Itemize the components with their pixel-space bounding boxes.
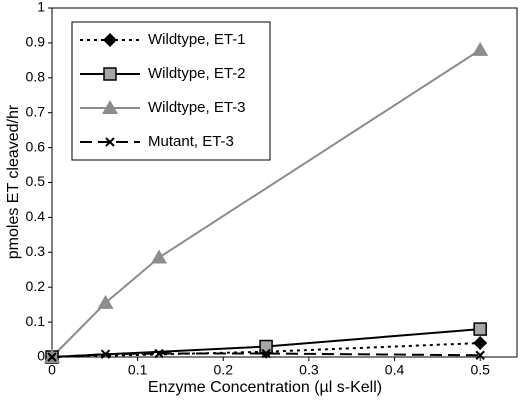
marker (259, 339, 273, 354)
legend-label: Wildtype, ET-2 (148, 65, 246, 82)
marker (261, 348, 271, 359)
legend-marker (103, 67, 117, 81)
legend-label: Mutant, ET-3 (148, 133, 234, 150)
y-tick-label: 0.1 (26, 313, 46, 329)
legend-label: Wildtype, ET-1 (148, 31, 246, 48)
x-tick-label: 0.5 (470, 362, 490, 378)
y-tick-label: 0.9 (26, 34, 46, 50)
y-tick-label: 0.5 (26, 173, 46, 189)
x-tick-label: 0.3 (299, 362, 319, 378)
series-line (51, 49, 481, 358)
legend-box (71, 21, 271, 161)
x-tick-label: 0.1 (128, 362, 148, 378)
legend-marker (105, 137, 115, 147)
marker (473, 336, 488, 351)
y-tick-label: 0.2 (26, 278, 46, 294)
marker (151, 249, 168, 264)
legend-marker (103, 33, 117, 47)
y-tick-label: 0.6 (26, 138, 46, 154)
y-tick-label: 0.4 (26, 208, 46, 224)
y-tick-label: 1 (37, 0, 45, 15)
marker (472, 41, 489, 56)
marker (154, 348, 164, 359)
marker (473, 322, 487, 336)
marker (47, 352, 57, 362)
x-tick-label: 0 (48, 362, 56, 378)
x-tick-label: 0.4 (385, 362, 405, 378)
y-tick-label: 0.3 (26, 243, 46, 259)
y-tick-label: 0.8 (26, 69, 46, 85)
x-tick-label: 0.2 (214, 362, 234, 378)
legend-marker (102, 100, 118, 114)
legend-label: Wildtype, ET-3 (148, 99, 246, 116)
y-axis-label: pmoles ET cleaved/hr (5, 104, 22, 259)
x-axis-label: Enzyme Concentration (µl s-Kell) (148, 379, 382, 396)
legend: Wildtype, ET-1 Wildtype, ET-2 Wildtype, ET… (71, 21, 271, 161)
y-tick-label: 0 (37, 348, 45, 364)
series-line (51, 342, 481, 358)
marker (475, 350, 485, 360)
marker (100, 349, 111, 359)
marker (97, 294, 114, 309)
y-tick-label: 0.7 (26, 103, 46, 119)
